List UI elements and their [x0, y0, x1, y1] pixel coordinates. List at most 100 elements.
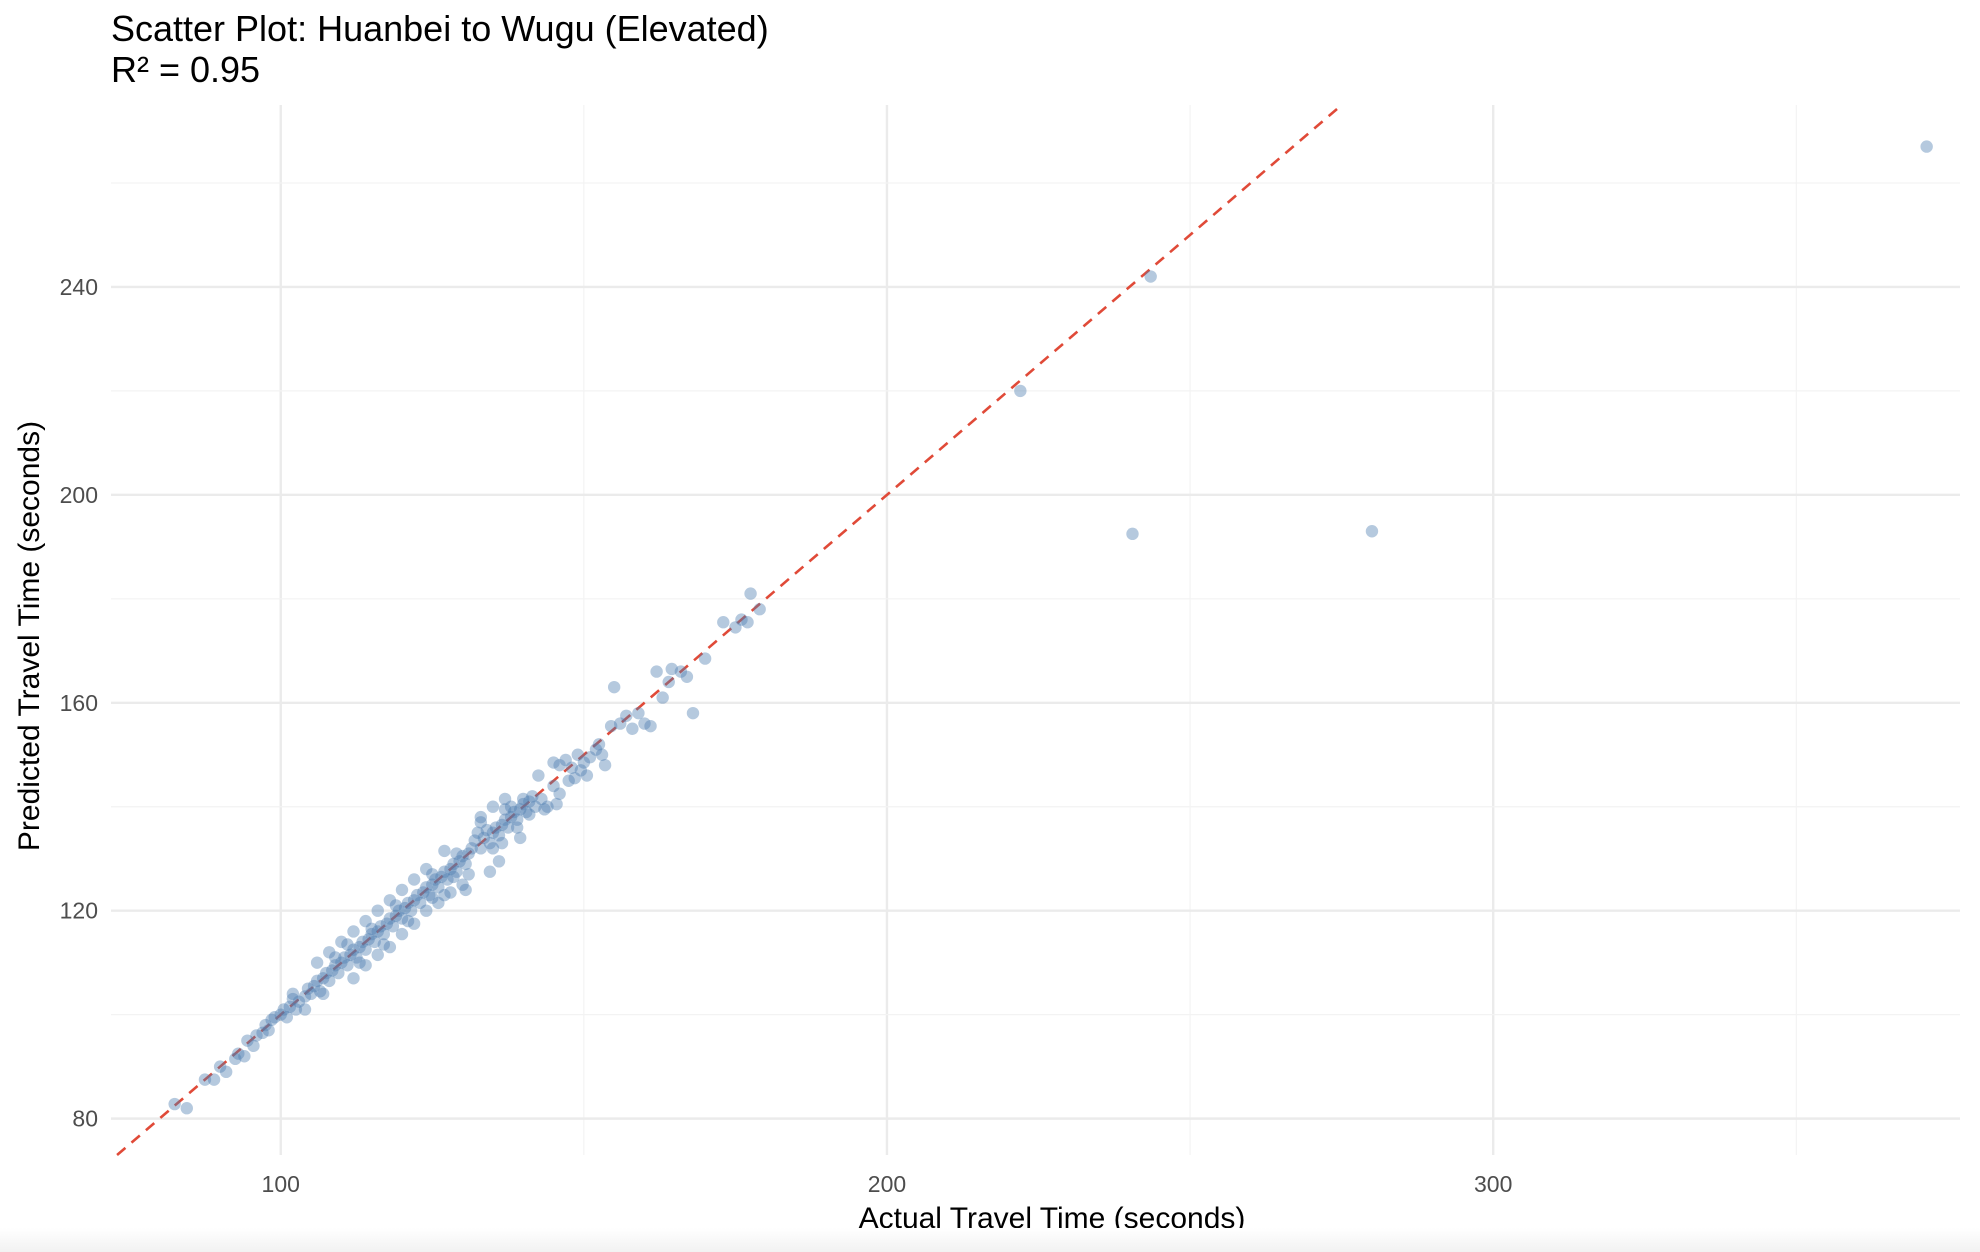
- data-point: [753, 603, 766, 616]
- data-point: [207, 1073, 221, 1086]
- grid: [111, 105, 1960, 1155]
- data-point: [741, 616, 754, 629]
- data-point: [407, 873, 421, 886]
- data-point: [359, 943, 372, 956]
- data-point: [395, 883, 409, 897]
- data-point: [274, 1008, 287, 1021]
- data-point: [604, 719, 618, 733]
- data-point: [553, 758, 566, 772]
- data-point: [523, 808, 536, 821]
- data-point: [323, 946, 336, 959]
- data-point: [514, 831, 527, 845]
- data-point: [438, 888, 451, 902]
- data-point: [526, 790, 539, 803]
- data-point: [350, 951, 363, 964]
- data-point: [283, 1000, 297, 1014]
- data-point: [465, 842, 478, 855]
- data-point: [401, 896, 415, 910]
- data-point: [1920, 140, 1933, 153]
- x-tick-label: 200: [868, 1171, 906, 1197]
- reference-line-group: [116, 104, 1343, 1156]
- data-point: [607, 680, 621, 694]
- data-point: [538, 803, 551, 816]
- data-point: [495, 818, 509, 832]
- data-point: [250, 1029, 263, 1042]
- data-point: [568, 771, 581, 785]
- data-point: [368, 935, 381, 949]
- data-point: [492, 829, 506, 842]
- data-point: [268, 1011, 281, 1024]
- data-point: [347, 972, 360, 985]
- data-point: [417, 886, 430, 899]
- data-point: [456, 878, 469, 891]
- data-point: [474, 816, 487, 829]
- data-point: [577, 756, 591, 769]
- x-axis-ticks: 100 200 300: [262, 1171, 1513, 1197]
- data-point: [498, 792, 512, 806]
- data-points: [168, 140, 1933, 1115]
- data-point: [744, 587, 757, 600]
- data-point: [353, 956, 366, 969]
- data-point: [289, 1003, 303, 1016]
- data-point: [504, 800, 518, 813]
- data-point: [392, 904, 406, 917]
- data-point: [335, 935, 348, 949]
- data-point: [504, 810, 518, 824]
- data-point: [292, 995, 306, 1008]
- data-point: [426, 878, 439, 891]
- data-point: [444, 862, 457, 876]
- data-point: [410, 888, 424, 902]
- data-point: [262, 1024, 275, 1037]
- data-point: [517, 792, 530, 806]
- data-point: [620, 709, 633, 722]
- data-point: [532, 769, 545, 782]
- data-point: [371, 925, 384, 938]
- data-point: [232, 1047, 245, 1060]
- data-point: [565, 761, 578, 774]
- data-point: [574, 764, 588, 777]
- data-point: [523, 795, 536, 808]
- data-point: [459, 883, 472, 897]
- data-point: [371, 904, 384, 917]
- data-point: [562, 774, 575, 787]
- data-point: [444, 886, 457, 899]
- data-point: [510, 821, 524, 834]
- data-point: [374, 920, 387, 933]
- data-point: [459, 857, 472, 871]
- data-point: [1144, 270, 1157, 283]
- data-point: [735, 613, 748, 626]
- data-point: [247, 1039, 260, 1053]
- data-point: [401, 914, 415, 928]
- data-point: [286, 992, 300, 1006]
- data-point: [395, 912, 409, 925]
- data-point: [229, 1052, 242, 1066]
- data-point: [298, 1003, 312, 1016]
- data-point: [286, 987, 300, 1001]
- data-point: [680, 670, 694, 683]
- y-axis-label: Predicted Travel Time (seconds): [13, 421, 46, 851]
- data-point: [383, 912, 397, 925]
- data-point: [280, 1011, 294, 1024]
- data-point: [614, 717, 627, 730]
- data-point: [398, 901, 412, 915]
- data-point: [595, 748, 609, 761]
- data-point: [498, 813, 512, 826]
- data-point: [420, 904, 433, 917]
- data-point: [1126, 527, 1139, 541]
- data-point: [438, 865, 451, 878]
- data-point: [447, 857, 460, 871]
- data-point: [626, 722, 639, 735]
- y-tick-label: 80: [72, 1106, 98, 1132]
- data-point: [265, 1013, 278, 1027]
- data-point: [407, 917, 421, 930]
- data-point: [1014, 384, 1027, 398]
- data-point: [462, 868, 475, 881]
- data-point: [404, 904, 418, 917]
- y-tick-label: 200: [60, 482, 98, 508]
- data-point: [420, 862, 433, 876]
- data-point: [304, 987, 318, 1001]
- data-point: [359, 959, 372, 972]
- data-point: [550, 797, 563, 811]
- data-point: [529, 800, 542, 813]
- data-point: [180, 1102, 193, 1115]
